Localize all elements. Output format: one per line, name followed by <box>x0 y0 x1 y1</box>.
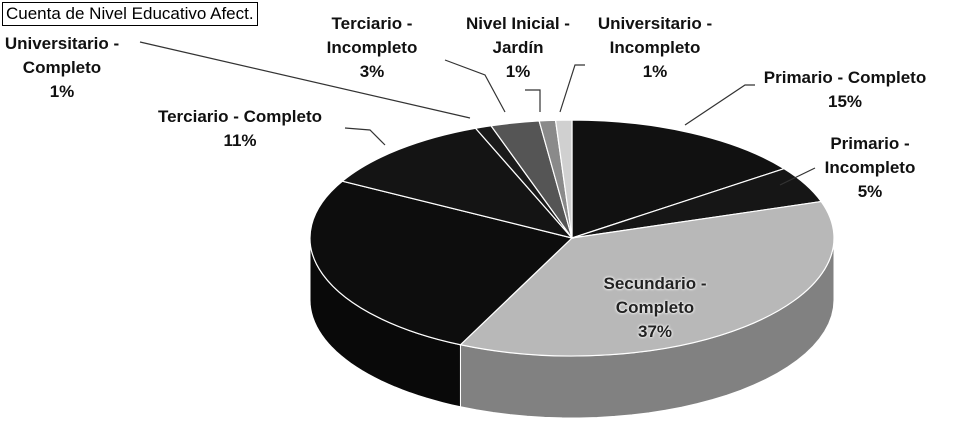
leader-line <box>684 84 755 126</box>
data-label: Secundario - Completo 37% <box>595 272 715 344</box>
category-label: Nivel Inicial - Jardín <box>466 14 570 57</box>
leader-line <box>559 64 585 113</box>
category-label: Universitario - Completo <box>4 34 120 77</box>
leader-line <box>139 41 471 119</box>
leader-line <box>344 127 386 146</box>
data-label: Primario - Incompleto 5% <box>805 132 935 204</box>
leader-line <box>779 167 816 186</box>
category-label: Primario - Incompleto <box>824 134 916 177</box>
leader-lines <box>139 41 816 186</box>
slice <box>341 127 574 240</box>
value-label: 5% <box>857 182 883 201</box>
category-label: Terciario - Incompleto <box>326 14 418 57</box>
value-label: 1% <box>642 62 668 81</box>
category-label: Terciario - Completo <box>157 107 323 126</box>
category-label: Secundario - Completo <box>603 274 707 317</box>
category-label: Primario - Completo <box>763 68 927 87</box>
value-label: 37% <box>637 322 673 341</box>
data-label: Universitario - Incompleto 1% <box>585 12 725 84</box>
slice <box>459 200 835 357</box>
data-label: Universitario - Completo 1% <box>0 32 127 104</box>
value-label: 1% <box>49 82 75 101</box>
value-label: 1% <box>505 62 531 81</box>
leader-line <box>525 89 541 112</box>
category-label: Universitario - Incompleto <box>597 14 713 57</box>
data-label: Terciario - Incompleto 3% <box>317 12 427 84</box>
data-label: Primario - Completo 15% <box>725 66 965 114</box>
value-label: 11% <box>223 131 257 150</box>
chart-title: Cuenta de Nivel Educativo Afect. <box>2 2 258 26</box>
slice <box>554 119 573 239</box>
value-label: 15% <box>827 92 863 111</box>
leader-line <box>444 59 506 113</box>
value-label: 3% <box>359 62 385 81</box>
slice <box>571 119 786 239</box>
data-label: Nivel Inicial - Jardín 1% <box>448 12 588 84</box>
data-label: Terciario - Completo 11% <box>120 105 360 153</box>
